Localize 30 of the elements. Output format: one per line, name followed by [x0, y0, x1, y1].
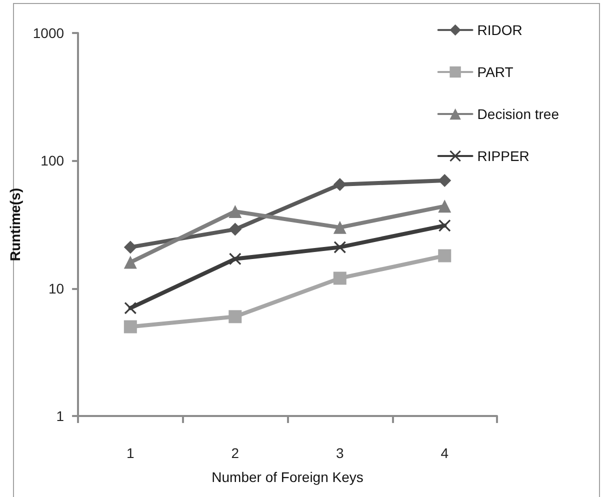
y-tick-label: 100	[40, 152, 64, 169]
point	[124, 320, 137, 334]
point	[229, 252, 242, 265]
x-tick-label: 1	[126, 445, 135, 461]
y-axis-title: Runtime(s)	[7, 188, 23, 262]
x-tick-label: 3	[336, 445, 344, 461]
point	[334, 241, 346, 254]
legend-label: PART	[477, 64, 514, 80]
y-tick-label: 10	[48, 280, 64, 296]
point	[333, 220, 346, 234]
point	[124, 240, 137, 254]
legend-label: RIPPER	[477, 148, 530, 164]
x-axis-title: Number of Foreign Keys	[212, 469, 364, 485]
point	[333, 178, 346, 192]
point	[438, 220, 451, 232]
point	[438, 174, 452, 187]
legend-label: Decision tree	[477, 106, 560, 122]
point	[124, 302, 136, 314]
y-tick-label: 1	[56, 408, 64, 424]
point	[438, 249, 452, 262]
point	[124, 256, 137, 269]
point	[438, 200, 452, 213]
point	[228, 310, 242, 324]
point	[333, 272, 346, 285]
point	[228, 204, 242, 218]
legend-label: RIDOR	[477, 22, 522, 38]
x-tick-label: 2	[231, 445, 240, 461]
point	[228, 222, 242, 236]
y-tick-label: 1000	[32, 25, 64, 41]
x-tick-label: 4	[440, 445, 449, 461]
